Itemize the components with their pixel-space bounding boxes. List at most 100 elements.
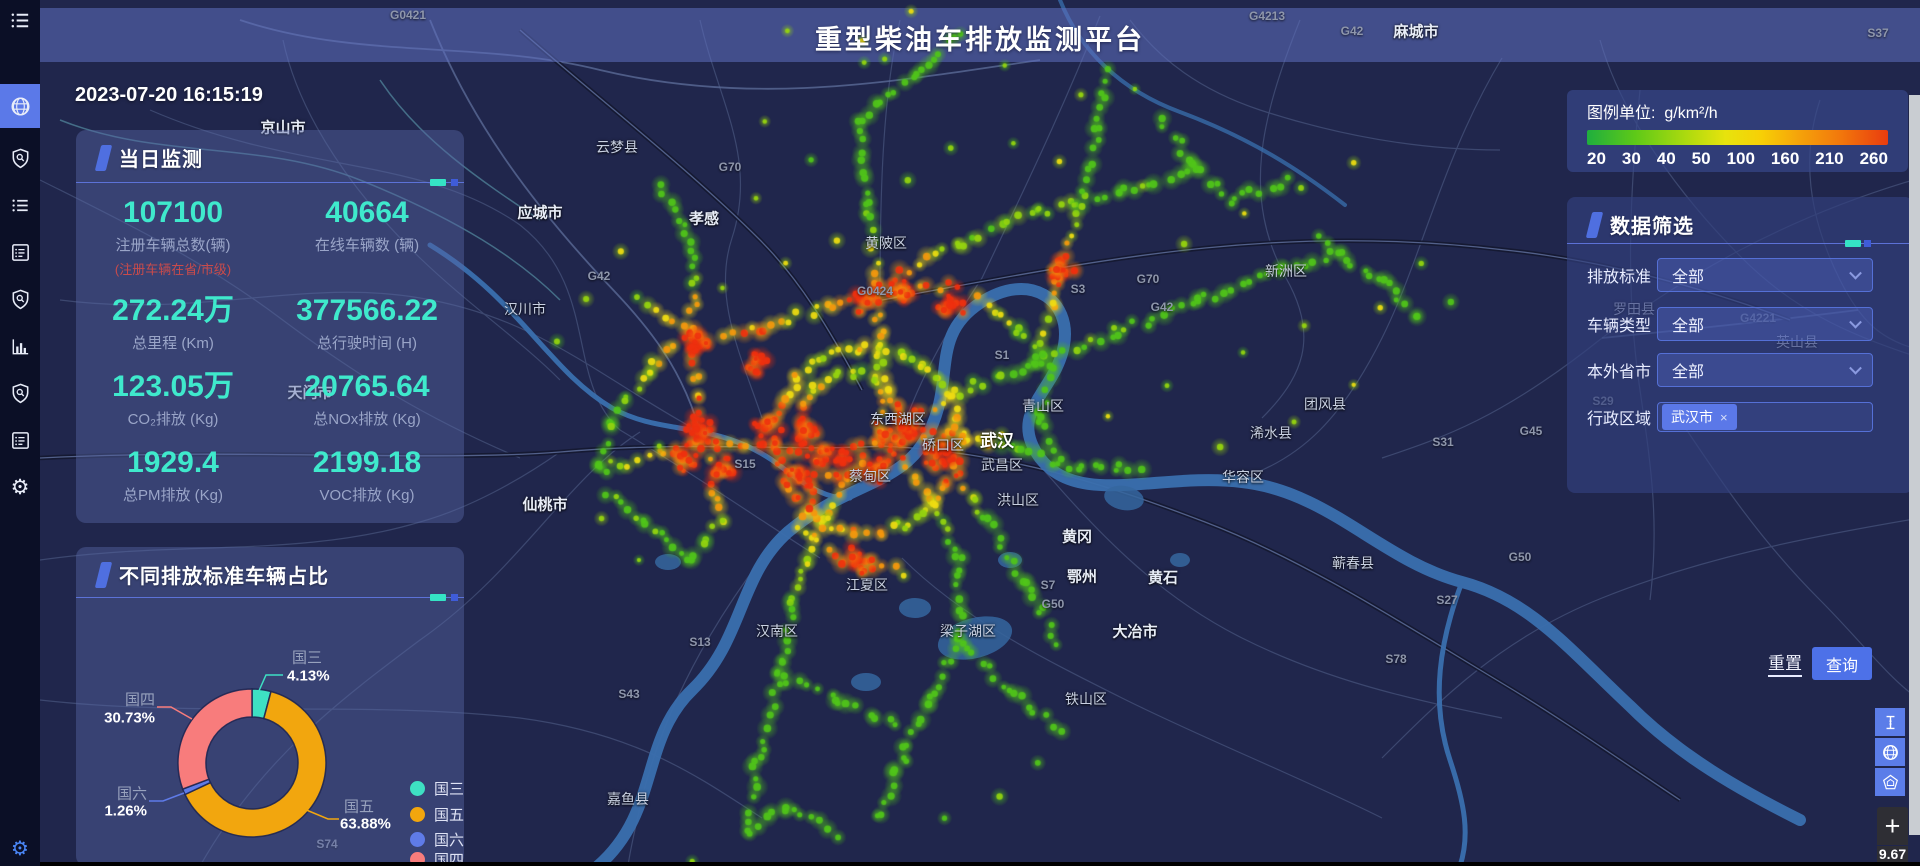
stat-label: VOC排放 (Kg): [319, 487, 415, 504]
filter-row: 本外省市 全部: [1567, 353, 1913, 387]
chevron-down-icon: [1849, 266, 1862, 280]
chevron-down-icon: [1849, 315, 1862, 329]
legend-label: 国五: [434, 807, 465, 824]
heat-legend-tick: 100: [1726, 149, 1755, 168]
reset-button[interactable]: 重置: [1768, 649, 1802, 677]
sidebar-item-globe[interactable]: [0, 84, 40, 128]
stat-value: 377566.22: [296, 294, 438, 327]
stat-cell: 123.05万 CO₂排放 (Kg): [76, 362, 270, 438]
emission-standard-pie-panel: 不同排放标准车辆占比 国三 4.13% 国五 63.88% 国六 1.26% 国四 30.73…: [76, 547, 464, 866]
select-value: 全部: [1672, 318, 1705, 335]
heat-legend-tick: 50: [1691, 149, 1711, 168]
sidebar-item-shield-search[interactable]: [0, 371, 40, 415]
daily-stats-grid: 107100 注册车辆总数(辆) (注册车辆在省/市级) 40664 在线车辆数 (辆)…: [76, 188, 464, 512]
region-tag[interactable]: 武汉市 ×: [1662, 404, 1737, 430]
sidebar-item-bar-chart[interactable]: [0, 324, 40, 368]
gear-icon: ⚙: [10, 475, 30, 499]
panel-divider: [76, 179, 464, 186]
sidebar-nav: ⚙ ⚙: [0, 0, 40, 866]
stat-cell: 377566.22 总行驶时间 (H): [270, 286, 464, 362]
page-title: 重型柴油车排放监测平台: [815, 25, 1145, 55]
sidebar-item-menu[interactable]: [0, 0, 40, 42]
pie-legend-item[interactable]: 国六: [410, 829, 464, 850]
donut-slice-国五[interactable]: [184, 690, 327, 838]
stat-value: 1929.4: [127, 446, 219, 479]
daily-monitor-panel: 当日监测 107100 注册车辆总数(辆) (注册车辆在省/市级) 40664 在线车辆…: [76, 130, 464, 523]
scrollbar[interactable]: [1909, 95, 1920, 835]
donut-label-line: [257, 674, 283, 694]
sidebar-item-shield-search[interactable]: [0, 136, 40, 180]
query-button[interactable]: 查询: [1812, 647, 1872, 680]
daily-panel-title: 当日监测: [119, 149, 203, 171]
map-control-globe[interactable]: [1875, 738, 1905, 766]
heat-legend-tick: 30: [1621, 149, 1641, 168]
donut-label-line: [149, 792, 185, 802]
divider-pill-icon: [430, 594, 446, 601]
sidebar-item-list[interactable]: [0, 183, 40, 227]
pie-legend-item[interactable]: 国五: [410, 804, 464, 825]
stat-value: 272.24万: [112, 294, 234, 327]
filter-field-label: 本外省市: [1587, 364, 1652, 381]
sidebar-item-shield-search[interactable]: [0, 277, 40, 321]
filter-row: 车辆类型 全部: [1567, 307, 1913, 341]
filter-select-1[interactable]: 全部: [1657, 307, 1873, 341]
zoom-level-value: 9.67: [1877, 846, 1908, 866]
stat-cell: 107100 注册车辆总数(辆) (注册车辆在省/市级): [76, 188, 270, 286]
sidebar-item-list-box[interactable]: [0, 418, 40, 462]
donut-label-name: 国五: [344, 798, 375, 816]
filter-select-2[interactable]: 全部: [1657, 353, 1873, 387]
heat-legend-tick: 260: [1859, 149, 1888, 168]
region-tag-input[interactable]: 武汉市 ×: [1657, 402, 1873, 432]
data-filter-panel: 数据筛选 排放标准 全部 车辆类型 全部 本外省市 全部 行政区域 武汉市 × 重置 查询: [1567, 197, 1913, 680]
shield-search-icon: [9, 147, 32, 170]
list-icon: [9, 194, 32, 217]
donut-slice-国四[interactable]: [177, 688, 253, 791]
donut-label-line: [303, 808, 339, 820]
stat-note: (注册车辆在省/市级): [114, 262, 232, 277]
donut-label-name: 国三: [292, 649, 323, 667]
stat-value: 107100: [122, 196, 224, 229]
filter-row: 排放标准 全部: [1567, 258, 1913, 292]
zoom-in-button[interactable]: +: [1877, 807, 1908, 845]
select-value: 全部: [1672, 269, 1705, 286]
stat-label: 总行驶时间 (H): [317, 335, 417, 352]
divider-pill-icon: [430, 179, 446, 186]
stat-label: 总NOx排放 (Kg): [313, 411, 421, 428]
sidebar-bottom-gear-icon[interactable]: ⚙: [11, 838, 29, 860]
filter-field-label: 排放标准: [1587, 269, 1652, 286]
donut-label-name: 国四: [124, 691, 155, 709]
region-tag-text: 武汉市: [1671, 409, 1713, 425]
bottom-bar: [40, 862, 1920, 866]
filter-select-0[interactable]: 全部: [1657, 258, 1873, 292]
map-control-measure[interactable]: [1875, 708, 1905, 736]
clock-datetime: 2023-07-20 16:15:19: [75, 84, 263, 106]
divider-pill-icon: [1845, 240, 1861, 247]
chevron-down-icon: [1849, 361, 1862, 375]
tag-close-icon[interactable]: ×: [1720, 409, 1728, 425]
legend-label: 国六: [434, 832, 465, 849]
stat-cell: 2199.18 VOC排放 (Kg): [270, 438, 464, 512]
sidebar-item-list-box[interactable]: [0, 230, 40, 274]
list-box-icon: [9, 241, 32, 264]
bar-chart-icon: [9, 335, 32, 358]
legend-label: 国三: [434, 781, 465, 798]
donut-label-line: [157, 706, 193, 720]
map-control-building-3d[interactable]: [1875, 768, 1905, 796]
shield-search-icon: [9, 382, 32, 405]
measure-icon: [1881, 713, 1900, 732]
title-slash-icon: [94, 144, 113, 171]
stat-cell: 1929.4 总PM排放 (Kg): [76, 438, 270, 512]
stat-value: 20765.64: [304, 370, 430, 403]
heat-legend-tick: 40: [1656, 149, 1676, 168]
donut-label-percent: 63.88%: [340, 815, 391, 833]
filter-field-label: 车辆类型: [1587, 318, 1652, 335]
stat-cell: 272.24万 总里程 (Km): [76, 286, 270, 362]
menu-icon: [9, 9, 32, 32]
heat-legend-panel: 图例单位: g/km²/h 20 30 40 50 100 160 210 260: [1567, 90, 1908, 172]
pie-legend-item[interactable]: 国三: [410, 778, 464, 799]
select-value: 全部: [1672, 364, 1705, 381]
heat-legend-tick: 20: [1587, 149, 1606, 168]
stat-cell: 20765.64 总NOx排放 (Kg): [270, 362, 464, 438]
sidebar-item-gear[interactable]: ⚙: [0, 465, 40, 509]
